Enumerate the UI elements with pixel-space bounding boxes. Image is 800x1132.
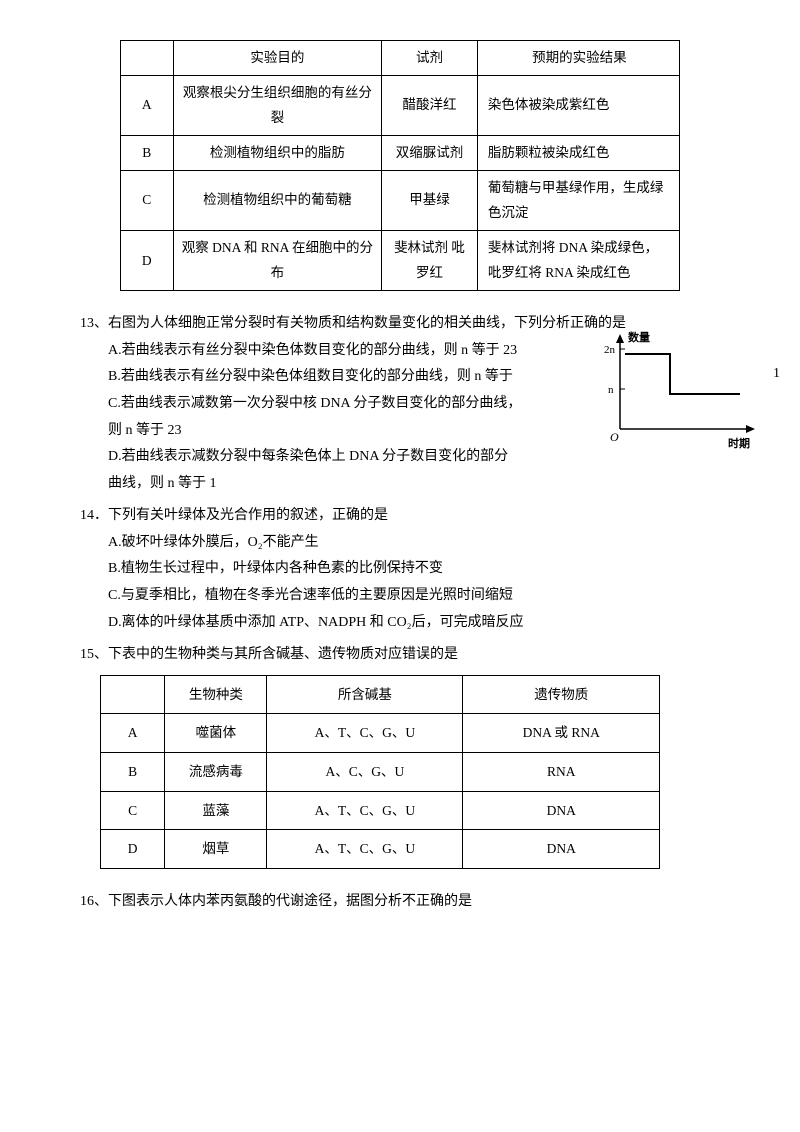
table-row: B 流感病毒 A、C、G、U RNA [101, 753, 660, 792]
q14-opt-c: C.与夏季相比，植物在冬季光合速率低的主要原因是光照时间缩短 [108, 583, 720, 610]
chart-xlabel: 时期 [728, 436, 750, 450]
q16-stem: 16、下图表示人体内苯丙氨酸的代谢途径，据图分析不正确的是 [80, 889, 720, 916]
cell: 烟草 [165, 830, 267, 869]
cell: D [101, 830, 165, 869]
th: 试剂 [382, 41, 478, 76]
table-2: 生物种类 所含碱基 遗传物质 A 噬菌体 A、T、C、G、U DNA 或 RNA… [100, 675, 660, 869]
question-14: 14．下列有关叶绿体及光合作用的叙述，正确的是 A.破坏叶绿体外膜后，O₂不能产… [80, 503, 720, 636]
q13-opt-d-extra: 曲线，则 n 等于 1 [108, 471, 720, 498]
cell: B [121, 135, 174, 170]
side-number: 1 [773, 361, 780, 388]
cell: A、C、G、U [267, 753, 463, 792]
cell: C [101, 791, 165, 830]
cell: 蓝藻 [165, 791, 267, 830]
cell: 检测植物组织中的脂肪 [173, 135, 382, 170]
th: 所含碱基 [267, 675, 463, 714]
table-row: D 烟草 A、T、C、G、U DNA [101, 830, 660, 869]
cell: 双缩脲试剂 [382, 135, 478, 170]
cell: DNA 或 RNA [463, 714, 660, 753]
chart-ylabel: 数量 [628, 330, 650, 344]
cell: 检测植物组织中的葡萄糖 [173, 170, 382, 230]
chart-tick-n: n [608, 384, 614, 396]
question-13: 13、右图为人体细胞正常分裂时有关物质和结构数量变化的相关曲线，下列分析正确的是… [80, 311, 720, 497]
cell: 葡萄糖与甲基绿作用，生成绿色沉淀 [477, 170, 679, 230]
cell: 染色体被染成紫红色 [477, 75, 679, 135]
th: 预期的实验结果 [477, 41, 679, 76]
cell: DNA [463, 830, 660, 869]
cell: A、T、C、G、U [267, 714, 463, 753]
question-16: 16、下图表示人体内苯丙氨酸的代谢途径，据图分析不正确的是 [80, 889, 720, 916]
q14-opt-a: A.破坏叶绿体外膜后，O₂不能产生 [108, 530, 720, 557]
q13-chart: 数量 2n n O 时期 [600, 329, 760, 469]
q14-opt-d: D.离体的叶绿体基质中添加 ATP、NADPH 和 CO₂后，可完成暗反应 [108, 610, 720, 637]
cell: 斐林试剂 吡罗红 [382, 230, 478, 290]
table-row: C 蓝藻 A、T、C、G、U DNA [101, 791, 660, 830]
table-row: A 观察根尖分生组织细胞的有丝分裂 醋酸洋红 染色体被染成紫红色 [121, 75, 680, 135]
th [121, 41, 174, 76]
question-15: 15、下表中的生物种类与其所含碱基、遗传物质对应错误的是 生物种类 所含碱基 遗… [80, 642, 720, 869]
table-row: D 观察 DNA 和 RNA 在细胞中的分布 斐林试剂 吡罗红 斐林试剂将 DN… [121, 230, 680, 290]
cell: B [101, 753, 165, 792]
cell: 流感病毒 [165, 753, 267, 792]
cell: 观察 DNA 和 RNA 在细胞中的分布 [173, 230, 382, 290]
table-row: C 检测植物组织中的葡萄糖 甲基绿 葡萄糖与甲基绿作用，生成绿色沉淀 [121, 170, 680, 230]
th: 实验目的 [173, 41, 382, 76]
th: 遗传物质 [463, 675, 660, 714]
cell: 观察根尖分生组织细胞的有丝分裂 [173, 75, 382, 135]
cell: DNA [463, 791, 660, 830]
cell: A [121, 75, 174, 135]
cell: D [121, 230, 174, 290]
cell: 斐林试剂将 DNA 染成绿色，吡罗红将 RNA 染成红色 [477, 230, 679, 290]
cell: C [121, 170, 174, 230]
th [101, 675, 165, 714]
chart-tick-2n: 2n [604, 344, 616, 356]
table-row: 实验目的 试剂 预期的实验结果 [121, 41, 680, 76]
q14-stem: 14．下列有关叶绿体及光合作用的叙述，正确的是 [80, 503, 720, 530]
cell: 噬菌体 [165, 714, 267, 753]
cell: 甲基绿 [382, 170, 478, 230]
q15-stem: 15、下表中的生物种类与其所含碱基、遗传物质对应错误的是 [80, 642, 720, 669]
chart-origin: O [610, 430, 619, 444]
table-1: 实验目的 试剂 预期的实验结果 A 观察根尖分生组织细胞的有丝分裂 醋酸洋红 染… [120, 40, 680, 291]
cell: A、T、C、G、U [267, 830, 463, 869]
cell: A、T、C、G、U [267, 791, 463, 830]
q14-opt-b: B.植物生长过程中，叶绿体内各种色素的比例保持不变 [108, 556, 720, 583]
table-row: 生物种类 所含碱基 遗传物质 [101, 675, 660, 714]
table-row: A 噬菌体 A、T、C、G、U DNA 或 RNA [101, 714, 660, 753]
cell: 醋酸洋红 [382, 75, 478, 135]
cell: A [101, 714, 165, 753]
cell: 脂肪颗粒被染成红色 [477, 135, 679, 170]
table-row: B 检测植物组织中的脂肪 双缩脲试剂 脂肪颗粒被染成红色 [121, 135, 680, 170]
cell: RNA [463, 753, 660, 792]
th: 生物种类 [165, 675, 267, 714]
